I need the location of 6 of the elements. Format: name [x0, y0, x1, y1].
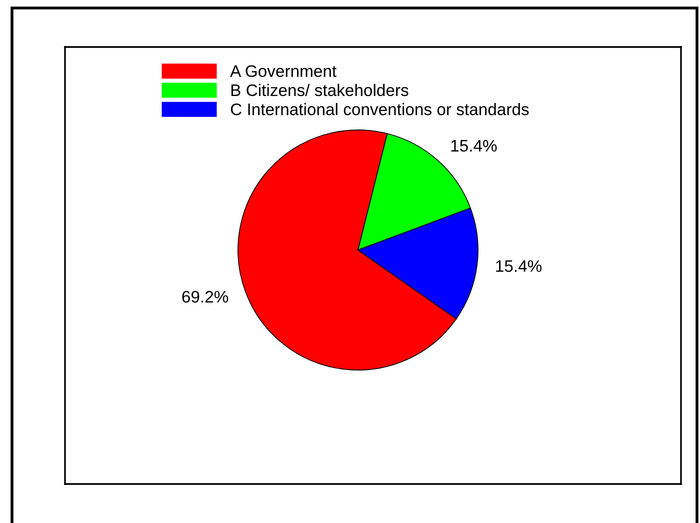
data-label: 69.2%: [182, 290, 228, 303]
legend-label: C International conventions or standards: [230, 103, 529, 116]
data-label: 15.4%: [451, 140, 497, 152]
legend-label: B Citizens/ stakeholders: [231, 84, 408, 96]
data-label: 15.4%: [496, 260, 542, 272]
legend-label: A Government: [230, 65, 336, 77]
